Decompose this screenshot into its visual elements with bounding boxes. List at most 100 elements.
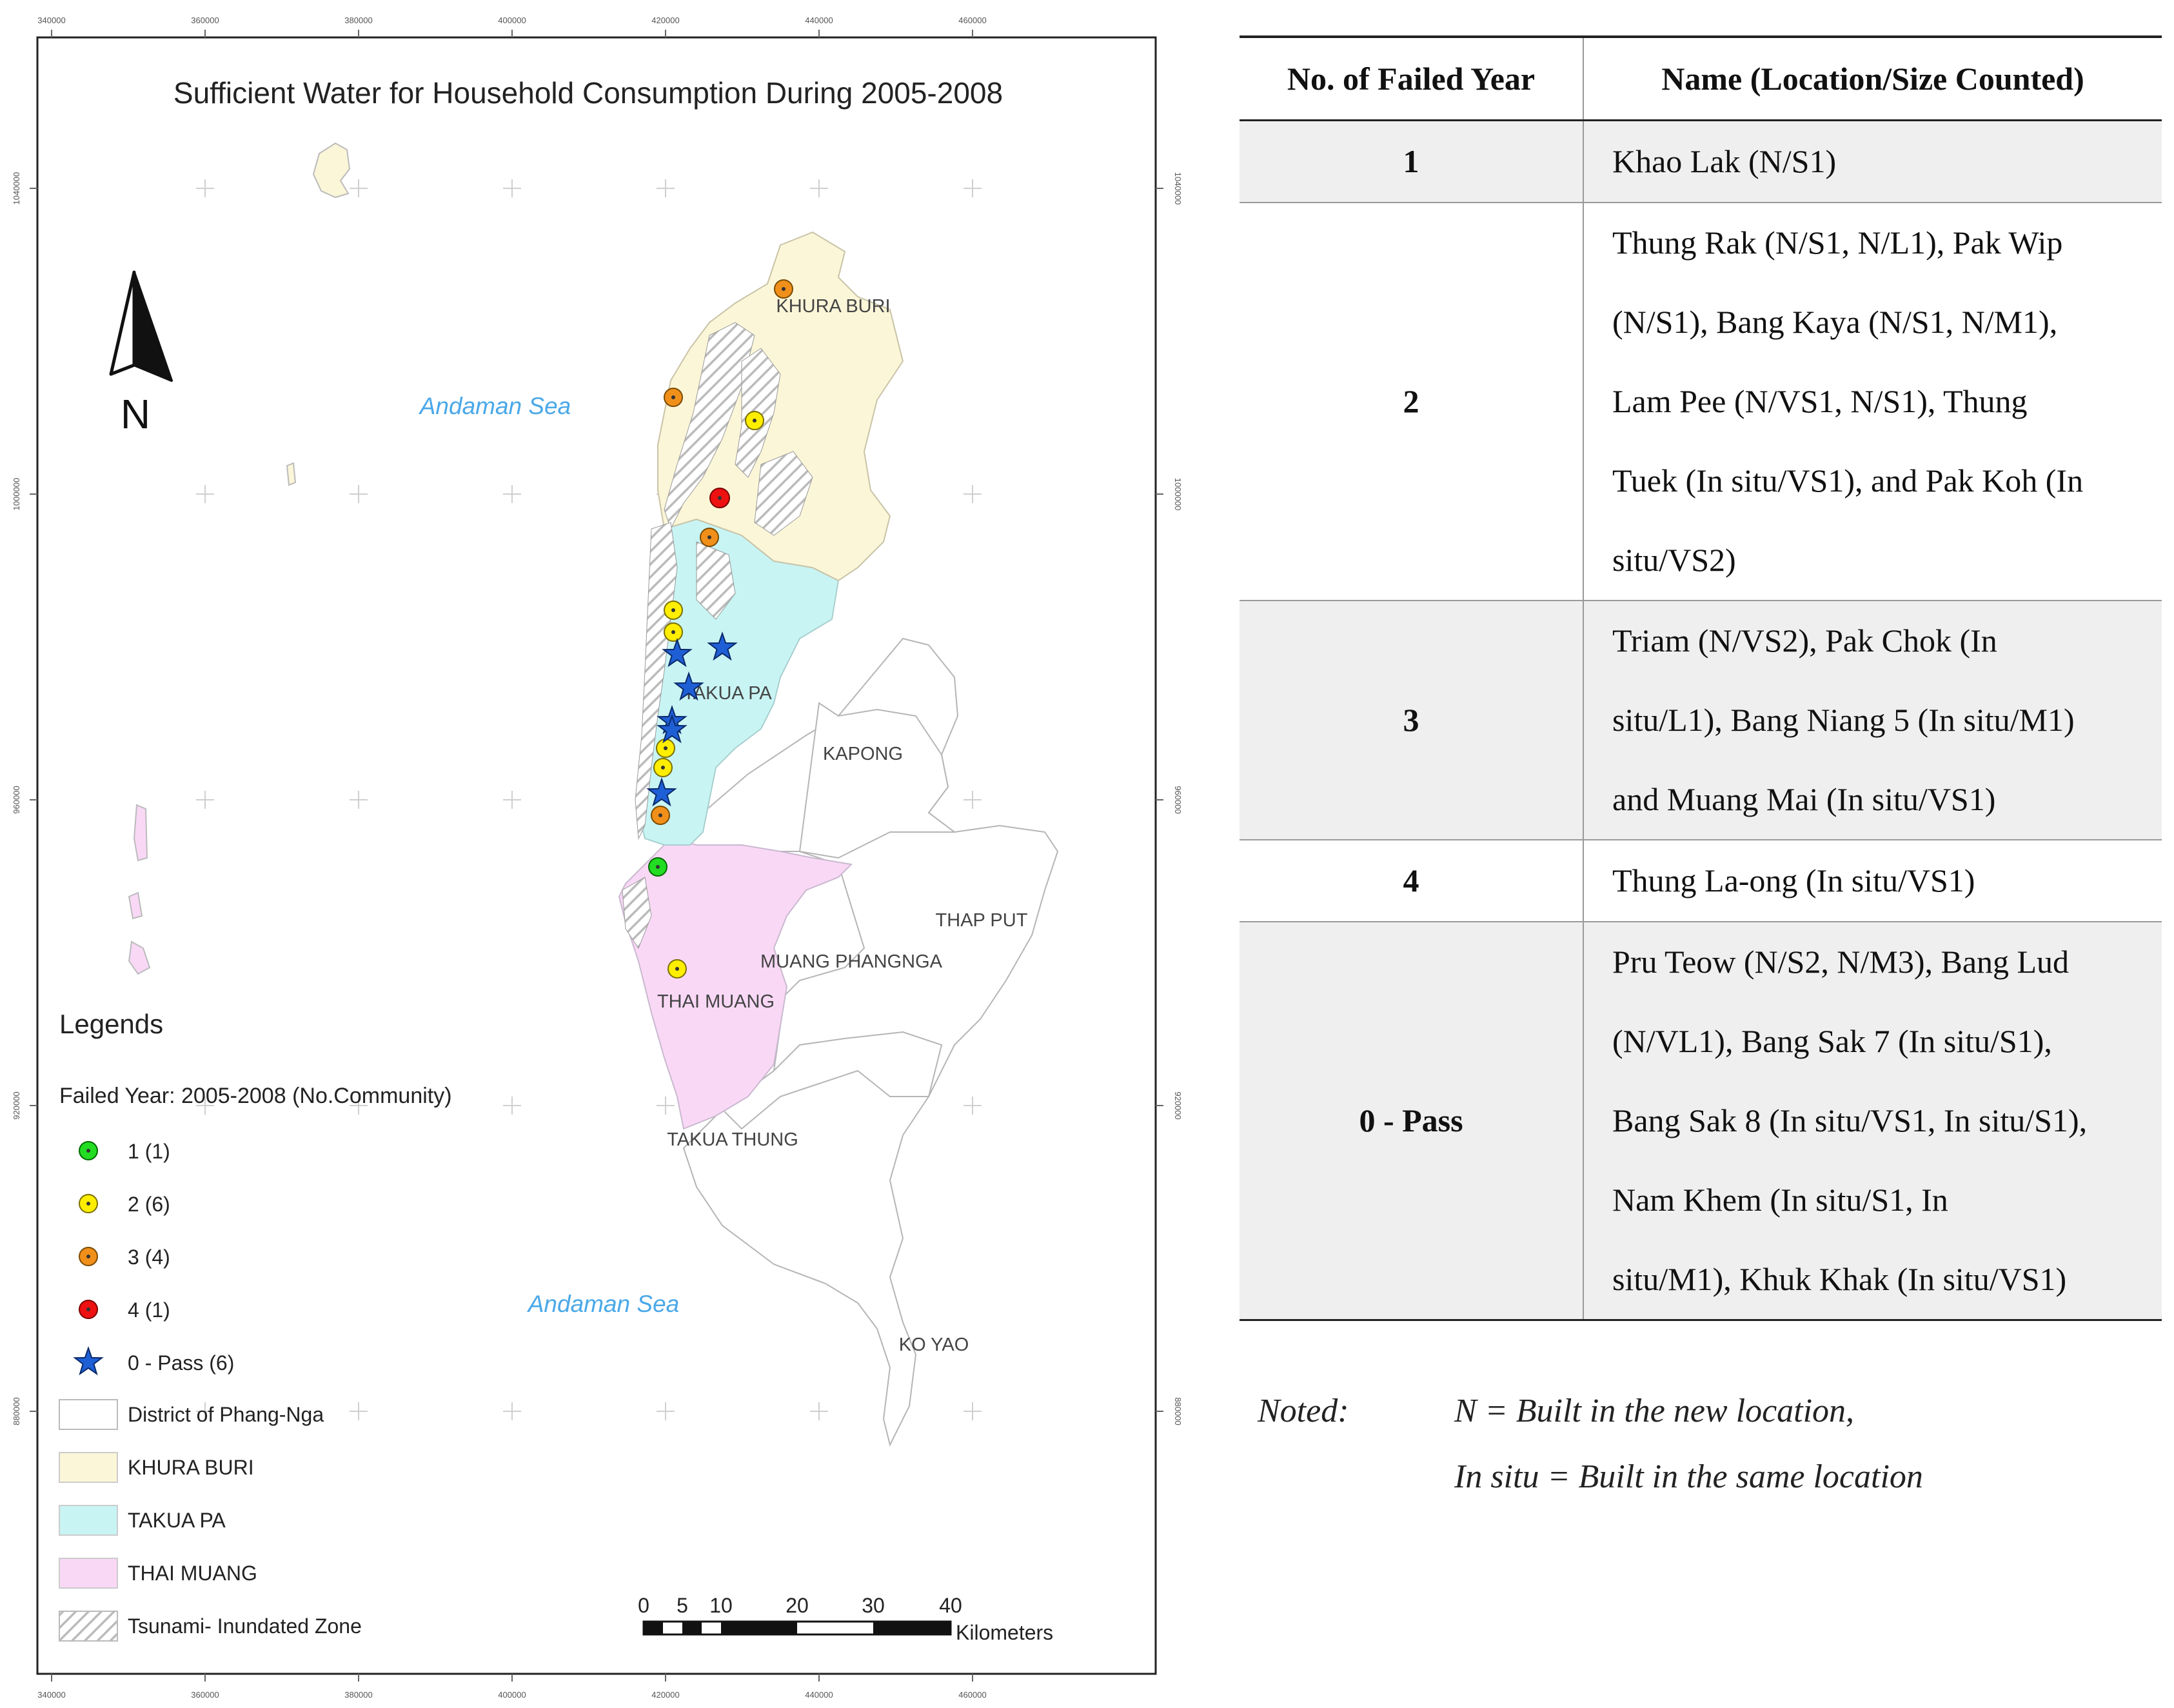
x-tick-label: 340000 xyxy=(37,15,65,25)
table-row: 4 Thung La-ong (In situ/VS1) xyxy=(1240,840,2162,922)
legend-item-pass: 0 - Pass (6) xyxy=(73,1346,234,1376)
names-line: Pru Teow (N/S2, N/M3), Bang Lud xyxy=(1612,944,2070,980)
note-label: Noted: xyxy=(1258,1393,1349,1429)
scale-label: 5 xyxy=(677,1594,688,1617)
x-tick-label: 420000 xyxy=(651,1690,679,1700)
legend-item-district: District of Phang-Nga xyxy=(59,1399,324,1430)
marker-fail-2 xyxy=(745,411,764,430)
x-tick-label: 460000 xyxy=(958,1690,986,1700)
island xyxy=(286,462,297,486)
names-line: Lam Pee (N/VS1, N/S1), Thung xyxy=(1612,383,2028,419)
y-tick-label: 920000 xyxy=(1173,1091,1183,1119)
legend-label: 1 (1) xyxy=(128,1140,170,1163)
x-tick-label: 360000 xyxy=(191,15,219,25)
names-line: (N/VL1), Bang Sak 7 (In situ/S1), xyxy=(1612,1023,2052,1059)
legend-label: 3 (4) xyxy=(128,1246,170,1269)
scale-label: 10 xyxy=(709,1594,733,1617)
failed-year-table-panel: No. of Failed Year Name (Location/Size C… xyxy=(1240,35,2162,1321)
place-label: KAPONG xyxy=(823,744,903,764)
sea-label: Andaman Sea xyxy=(419,393,571,419)
y-tick-label: 960000 xyxy=(1173,786,1183,813)
legend-label: 0 - Pass (6) xyxy=(128,1351,234,1375)
names-cell: Pru Teow (N/S2, N/M3), Bang Lud (N/VL1),… xyxy=(1583,922,2162,1321)
place-label: MUANG PHANGNGA xyxy=(760,951,943,972)
marker-fail-3 xyxy=(700,528,719,547)
community-markers xyxy=(646,279,793,978)
legend-subheading: Failed Year: 2005-2008 (No.Community) xyxy=(59,1084,452,1108)
legend-item-takua-pa: TAKUA PA xyxy=(59,1505,226,1536)
column-header-failed-year: No. of Failed Year xyxy=(1240,35,1584,121)
legend-label: 4 (1) xyxy=(128,1298,170,1322)
names-cell: Khao Lak (N/S1) xyxy=(1583,120,2162,203)
x-tick-labels-bottom: 340000 360000 380000 400000 420000 44000… xyxy=(37,1690,986,1700)
failed-year-cell: 3 xyxy=(1240,601,1584,840)
marker-pass-star xyxy=(673,671,704,701)
names-line: situ/VS2) xyxy=(1612,542,1736,578)
place-label: THAI MUANG xyxy=(657,991,775,1012)
legend-label: Tsunami- Inundated Zone xyxy=(128,1614,362,1638)
legend-item-tsunami: Tsunami- Inundated Zone xyxy=(59,1611,362,1642)
names-cell: Thung La-ong (In situ/VS1) xyxy=(1583,840,2162,922)
marker-pass-star xyxy=(646,777,677,807)
north-arrow-icon xyxy=(109,270,173,382)
legend-item-fail-1: 1 (1) xyxy=(79,1140,170,1163)
tsunami-inundated-zone xyxy=(622,322,813,949)
marker-fail-3 xyxy=(651,806,670,825)
x-tick-label: 360000 xyxy=(191,1690,219,1700)
island xyxy=(128,891,143,920)
legend-item-fail-4: 4 (1) xyxy=(79,1298,170,1322)
legend-label: KHURA BURI xyxy=(128,1456,254,1479)
failed-year-cell: 0 - Pass xyxy=(1240,922,1584,1321)
marker-fail-3 xyxy=(774,279,793,299)
marker-fail-3 xyxy=(664,388,683,407)
island xyxy=(128,940,151,975)
legend-item-fail-3: 3 (4) xyxy=(79,1246,170,1269)
failed-year-cell: 4 xyxy=(1240,840,1584,922)
map-figure: 340000 360000 380000 400000 420000 44000… xyxy=(12,15,1183,1700)
scale-bar: 0 5 10 20 30 40 Kilometers xyxy=(638,1594,1053,1644)
names-cell: Thung Rak (N/S1, N/L1), Pak Wip (N/S1), … xyxy=(1583,203,2162,601)
x-tick-label: 380000 xyxy=(344,1690,372,1700)
names-cell: Triam (N/VS2), Pak Chok (In situ/L1), Ba… xyxy=(1583,601,2162,840)
x-tick-label: 460000 xyxy=(958,15,986,25)
names-line: and Muang Mai (In situ/VS1) xyxy=(1612,781,1996,817)
marker-pass-star xyxy=(662,637,693,668)
names-line: Thung Rak (N/S1, N/L1), Pak Wip xyxy=(1612,224,2063,261)
x-tick-label: 440000 xyxy=(805,15,833,25)
failed-year-cell: 2 xyxy=(1240,203,1584,601)
y-tick-label: 880000 xyxy=(12,1397,21,1425)
legend-item-fail-2: 2 (6) xyxy=(79,1193,170,1216)
marker-fail-2 xyxy=(653,758,673,777)
place-label: KHURA BURI xyxy=(776,296,890,317)
names-line: Triam (N/VS2), Pak Chok (In xyxy=(1612,622,1997,659)
district-kapong xyxy=(798,702,956,859)
table-row: 1 Khao Lak (N/S1) xyxy=(1240,120,2162,203)
marker-fail-2 xyxy=(667,959,687,978)
failed-year-cell: 1 xyxy=(1240,120,1584,203)
north-label: N xyxy=(121,391,150,437)
legend-label: TAKUA PA xyxy=(128,1509,226,1532)
place-label: KO YAO xyxy=(899,1335,969,1355)
place-label: TAKUA THUNG xyxy=(667,1129,798,1150)
district-muang-phangnga xyxy=(721,1031,943,1130)
star-icon xyxy=(73,1346,104,1376)
district-thai-muang xyxy=(618,837,853,1130)
y-tick-label: 1040000 xyxy=(1173,172,1183,205)
y-tick-label: 1040000 xyxy=(12,172,21,205)
map-legend: Legends Failed Year: 2005-2008 (No.Commu… xyxy=(59,1009,452,1642)
table-header-row: No. of Failed Year Name (Location/Size C… xyxy=(1240,35,2162,121)
y-tick-label: 1000000 xyxy=(1173,478,1183,511)
scale-unit: Kilometers xyxy=(956,1621,1053,1644)
legend-label: 2 (6) xyxy=(128,1193,170,1216)
island-thai-muang xyxy=(133,804,148,862)
note-line: N = Built in the new location, xyxy=(1454,1393,1855,1429)
sea-label: Andaman Sea xyxy=(527,1291,680,1317)
y-tick-label: 1000000 xyxy=(12,478,21,511)
y-tick-label: 880000 xyxy=(1173,1397,1183,1425)
marker-fail-2 xyxy=(664,601,683,620)
map-title: Sufficient Water for Household Consumpti… xyxy=(173,76,1003,110)
legend-heading: Legends xyxy=(59,1009,163,1039)
names-line: Tuek (In situ/VS1), and Pak Koh (In xyxy=(1612,462,2084,499)
y-tick-labels-left: 1040000 1000000 960000 920000 880000 xyxy=(12,172,21,1425)
marker-fail-2 xyxy=(664,622,683,642)
